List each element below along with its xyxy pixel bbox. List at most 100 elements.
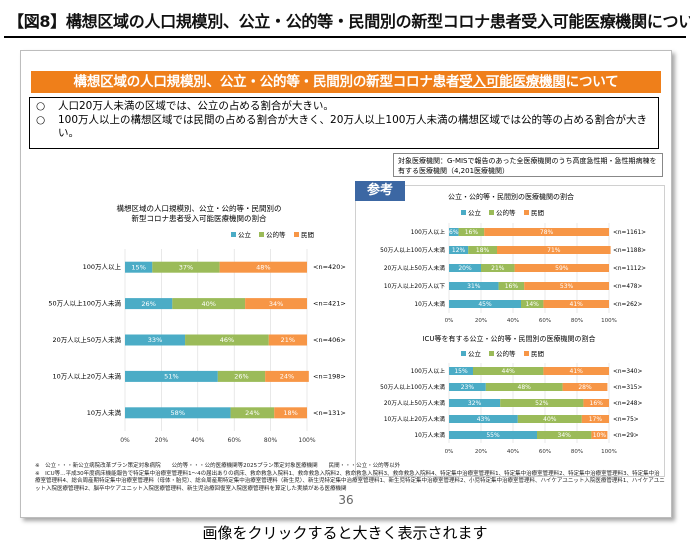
title-divider xyxy=(4,36,686,38)
data-label: 18% xyxy=(283,409,297,417)
x-tick-label: 60% xyxy=(539,318,551,324)
chart-title: 新型コロナ患者受入可能医療機関の割合 xyxy=(132,213,267,223)
data-label: 52% xyxy=(535,400,549,407)
summary-text: 100万人以上の構想区域では民間の占める割合が大きく、20万人以上100万人未満… xyxy=(58,113,647,140)
data-label: 51% xyxy=(164,373,178,381)
bullet-mark: ○ xyxy=(36,100,46,112)
data-label: 16% xyxy=(505,283,519,290)
data-label: 32% xyxy=(468,400,482,407)
bar-segment xyxy=(268,334,307,346)
bar-segment xyxy=(581,415,609,423)
data-label: 34% xyxy=(558,432,572,439)
legend-label: 民間 xyxy=(531,350,544,358)
bar-segment xyxy=(583,399,609,407)
n-label: <n=248> xyxy=(613,401,642,407)
data-label: 15% xyxy=(454,368,468,375)
category-label: 100万人以上 xyxy=(411,228,445,236)
bar-segment xyxy=(449,415,518,423)
data-label: 78% xyxy=(540,229,554,236)
category-label: 20万人以上50万人未満 xyxy=(384,264,445,272)
legend-label: 公的等 xyxy=(496,208,516,217)
bar-segment xyxy=(524,282,609,290)
bar-segment xyxy=(517,415,582,423)
bar-segment xyxy=(125,298,173,310)
legend-swatch xyxy=(231,232,236,237)
data-label: 18% xyxy=(476,247,490,254)
category-label: 50万人以上100万人未満 xyxy=(380,246,445,254)
legend-label: 公立 xyxy=(468,349,482,358)
legend-label: 公立 xyxy=(468,208,482,217)
reference-label: 参考 xyxy=(355,181,405,201)
bar-segment xyxy=(514,264,609,272)
bar-segment xyxy=(458,228,485,236)
banner-prefix: 構想区域の人口規模別、公立・公的等・民間別の新型コロナ患者 xyxy=(73,74,460,90)
n-label: <n=198> xyxy=(313,372,346,380)
data-label: 59% xyxy=(555,265,569,272)
data-label: 26% xyxy=(141,300,155,308)
data-label: 33% xyxy=(148,336,162,344)
data-label: 40% xyxy=(543,416,557,423)
bar-segment xyxy=(537,431,592,439)
data-label: 12% xyxy=(452,247,466,254)
charts-canvas: 構想区域の人口規模別、公立・公的等・民間別の新型コロナ患者受入可能医療機関の割合… xyxy=(48,192,646,455)
n-label: <n=75> xyxy=(613,417,639,423)
data-label: 24% xyxy=(245,409,259,417)
data-label: 17% xyxy=(589,416,603,423)
bar-segment xyxy=(152,261,220,273)
data-label: 14% xyxy=(526,301,540,308)
data-label: 28% xyxy=(578,384,592,391)
x-tick-label: 60% xyxy=(228,437,242,444)
data-label: 48% xyxy=(518,384,532,391)
legend-label: 公的等 xyxy=(266,230,286,239)
bar-segment xyxy=(449,399,501,407)
category-label: 10万人以上20万人以下 xyxy=(384,282,445,290)
target-note: 対象医療機関：G-MISで報告のあった全医療機関のうち高度急性期・急性期病棟を有… xyxy=(393,153,663,177)
bar-segment xyxy=(125,370,218,382)
legend-label: 公的等 xyxy=(496,349,516,358)
data-label: 44% xyxy=(502,368,516,375)
n-label: <n=406> xyxy=(313,336,346,344)
x-tick-label: 20% xyxy=(155,437,169,444)
x-tick-label: 40% xyxy=(507,449,519,455)
bar-segment xyxy=(449,300,521,308)
category-label: 20万人以上50万人未満 xyxy=(384,399,445,407)
data-label: 31% xyxy=(467,283,481,290)
bar-segment xyxy=(449,282,499,290)
data-label: 46% xyxy=(220,336,234,344)
x-tick-label: 0% xyxy=(120,437,130,444)
bar-segment xyxy=(449,383,486,391)
bar-segment xyxy=(245,298,307,310)
footnote: ※ 公立・・・新公立病院改革プラン策定対象病院 公的等・・・公的医療機関等202… xyxy=(35,463,665,492)
legend-label: 公立 xyxy=(238,230,252,239)
category-label: 10万人以上20万人未満 xyxy=(52,371,121,380)
chart-title: 公立・公的等・民間別の医療機関の割合 xyxy=(448,192,574,201)
n-label: <n=262> xyxy=(613,302,642,308)
chart-title: ICU等を有する公立・公的等・民間別の医療機関の割合 xyxy=(422,334,595,343)
category-label: 50万人以上100万人未満 xyxy=(48,299,121,308)
x-tick-label: 0% xyxy=(445,318,454,324)
bar-segment xyxy=(562,383,608,391)
data-label: 41% xyxy=(570,368,584,375)
category-label: 50万人以上100万人未満 xyxy=(380,383,445,391)
legend-label: 民間 xyxy=(531,209,544,217)
bar-segment xyxy=(497,246,611,254)
legend-swatch xyxy=(461,210,466,215)
bar-segment xyxy=(449,246,469,254)
bar-segment xyxy=(125,261,153,273)
slide-image[interactable]: 構想区域の人口規模別、公立・公的等・民間別の新型コロナ患者受入可能医療機関につい… xyxy=(20,50,672,518)
data-label: 20% xyxy=(458,265,472,272)
n-label: <n=1112> xyxy=(613,266,646,272)
x-tick-label: 80% xyxy=(571,449,583,455)
bar-segment xyxy=(185,334,269,346)
data-label: 40% xyxy=(201,300,215,308)
bar-segment xyxy=(498,282,525,290)
bar-segment xyxy=(484,228,609,236)
category-label: 20万人以上50万人未満 xyxy=(52,335,121,344)
enlarge-caption[interactable]: 画像をクリックすると大きく表示されます xyxy=(202,524,488,542)
data-label: 16% xyxy=(465,229,479,236)
x-tick-label: 60% xyxy=(539,449,551,455)
data-label: 58% xyxy=(171,409,185,417)
banner-suffix: について xyxy=(565,74,619,90)
legend-swatch xyxy=(489,351,494,356)
bar-segment xyxy=(543,300,609,308)
